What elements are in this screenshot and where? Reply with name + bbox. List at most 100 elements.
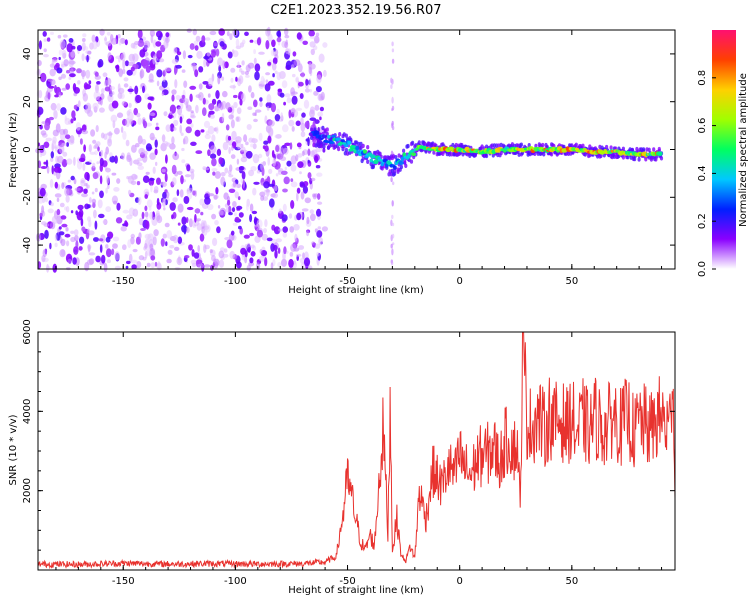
- spectrogram-ridge-halo: [621, 146, 626, 151]
- spectrogram-noise-blob: [272, 57, 278, 65]
- spectrogram-noise-blob: [85, 102, 92, 112]
- spectrogram-noise-blob: [162, 191, 167, 199]
- spectrogram-noise-blob: [174, 246, 180, 251]
- spectrogram-noise-blob: [43, 48, 47, 53]
- spectrogram-noise-blob: [116, 178, 121, 184]
- spectrogram-noise-blob: [182, 50, 186, 60]
- snr-x-tick-label: 50: [565, 576, 578, 587]
- spectrogram-noise-blob: [93, 209, 97, 219]
- spectrogram-noise-blob: [179, 189, 184, 198]
- spectrogram-noise-blob: [224, 167, 229, 174]
- spectrogram-noise-blob: [173, 119, 179, 127]
- spectrogram-noise-blob: [203, 120, 211, 128]
- spectrogram-noise-blob: [76, 45, 83, 51]
- spectrogram-ridge-halo: [361, 143, 365, 149]
- spectrogram-noise-blob: [132, 61, 136, 65]
- spectrogram-signal: [308, 125, 664, 177]
- spectrogram-noise-blob: [204, 133, 211, 140]
- spectrogram-noise-blob: [99, 157, 104, 167]
- spectrogram-noise-blob: [162, 198, 167, 208]
- spectrogram-noise-blob: [298, 81, 304, 87]
- spectrogram-noise-blob: [50, 151, 54, 159]
- spectrogram-noise-blob: [161, 91, 165, 97]
- spectrogram-noise-blob: [154, 261, 158, 267]
- spectrogram-noise-blob: [146, 199, 153, 208]
- spectrogram-noise-blob: [201, 35, 206, 43]
- colorbar-ticks: 0.0 0.2 0.4 0.6 0.8: [697, 70, 716, 277]
- spectrogram-noise-blob: [147, 102, 152, 110]
- spectrogram-ridge-halo: [647, 147, 651, 152]
- spectrogram-panel: -150 -100 -50 0 50 -40 -20 0 20 40 Height of str…: [8, 26, 676, 296]
- spectrogram-noise-blob: [322, 42, 328, 48]
- spectrogram-noise-blob: [289, 142, 293, 150]
- spectrogram-noise-blob: [155, 161, 158, 166]
- spectrogram-noise-blob: [222, 90, 228, 98]
- spectrogram-noise-blob: [70, 175, 75, 181]
- spectrogram-noise-blob: [61, 87, 67, 91]
- spectrogram-ridge-core: [331, 134, 336, 138]
- spectrogram-noise-blob: [169, 244, 175, 249]
- spectrogram-noise-blob: [317, 201, 323, 205]
- spectrogram-noise-blob: [124, 39, 128, 46]
- spectrogram-noise-blob: [173, 47, 178, 54]
- spectrogram-ridge-halo: [659, 156, 664, 161]
- colorbar: 0.0 0.2 0.4 0.6 0.8 Normalized spectral ampl…: [697, 30, 749, 277]
- spectrogram-noise-blob: [290, 64, 295, 69]
- spectrogram-noise-blob: [306, 230, 310, 237]
- spectrogram-noise-blob: [195, 104, 199, 114]
- spectrogram-noise-blob: [302, 185, 308, 194]
- spectrogram-noise-blob: [317, 226, 322, 230]
- spectrogram-noise-blob: [211, 50, 217, 58]
- spectrogram-noise-blob: [258, 51, 265, 55]
- spectrogram-noise-blob: [44, 229, 49, 239]
- spectrogram-streak-blob: [392, 242, 395, 246]
- spectrogram-noise-blob: [256, 169, 261, 174]
- spectrogram-noise-blob: [81, 193, 88, 198]
- spectrogram-noise-blob: [240, 92, 246, 103]
- spectrogram-noise-blob: [236, 158, 240, 165]
- spectrogram-noise-blob: [312, 193, 317, 200]
- spectrogram-noise-blob: [67, 138, 70, 143]
- spectrogram-noise-blob: [275, 144, 280, 153]
- spectrogram-streak-blob: [391, 41, 394, 47]
- spectrogram-noise-blob: [161, 134, 166, 143]
- spectrogram-y-tick-label: 20: [22, 95, 33, 108]
- spectrogram-noise-blob: [140, 228, 146, 231]
- snr-panel: -150 -100 -50 0 50 2000 4000 6000 Height of st…: [8, 319, 676, 596]
- spectrogram-noise-blob: [254, 71, 260, 81]
- spectrogram-noise-blob: [83, 188, 88, 194]
- spectrogram-noise-blob: [66, 158, 73, 165]
- spectrogram-noise-blob: [82, 162, 86, 171]
- spectrogram-noise-blob: [274, 134, 282, 139]
- spectrogram-noise-blob: [128, 189, 132, 196]
- spectrogram-noise-blob: [189, 43, 195, 50]
- spectrogram-noise-blob: [226, 239, 233, 249]
- spectrogram-noise-blob: [274, 185, 278, 192]
- spectrogram-noise-blob: [319, 106, 324, 112]
- spectrogram-noise-blob: [94, 150, 98, 156]
- spectrogram-noise-blob: [280, 170, 288, 175]
- spectrogram-noise-blob: [299, 171, 302, 175]
- spectrogram-noise-blob: [55, 62, 60, 68]
- spectrogram-noise-blob: [218, 250, 225, 259]
- spectrogram-noise-blob: [215, 90, 220, 99]
- spectrogram-noise-blob: [263, 228, 267, 234]
- spectrogram-ridge-halo: [366, 145, 370, 150]
- spectrogram-noise-blob: [208, 193, 215, 197]
- spectrogram-noise-blob: [211, 213, 217, 220]
- spectrogram-noise-blob: [75, 122, 81, 131]
- spectrogram-noise-blob: [295, 77, 299, 83]
- spectrogram-noise-blob: [149, 29, 155, 37]
- spectrogram-noise-blob: [222, 60, 226, 70]
- spectrogram-noise-blob: [194, 45, 199, 51]
- spectrogram-noise-blob: [315, 32, 320, 37]
- spectrogram-noise-blob: [149, 243, 154, 252]
- spectrogram-noise-blob: [78, 100, 81, 108]
- spectrogram-noise-blob: [136, 112, 141, 118]
- spectrogram-noise-blob: [73, 156, 76, 166]
- spectrogram-noise-blob: [40, 72, 47, 83]
- spectrogram-ridge-halo: [491, 153, 495, 158]
- spectrogram-noise-blob: [57, 155, 64, 164]
- spectrogram-noise-blob: [69, 59, 74, 65]
- spectrogram-noise-blob: [314, 119, 320, 124]
